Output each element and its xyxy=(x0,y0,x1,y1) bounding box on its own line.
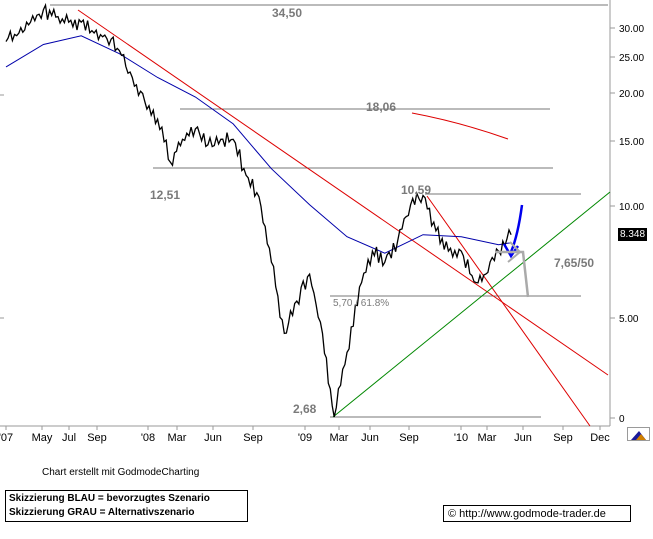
website-link[interactable]: © http://www.godmode-trader.de xyxy=(443,505,631,522)
resistance-line-steep xyxy=(426,195,591,427)
y-tick-label: 5.00 xyxy=(619,314,639,325)
price-line xyxy=(5,2,512,418)
x-tick-label: Mar xyxy=(478,432,497,444)
y-tick-label: 25.00 xyxy=(619,53,644,64)
label-12-51: 12,51 xyxy=(150,188,180,202)
x-tick-label: Sep xyxy=(553,432,573,444)
y-tick-label: 0 xyxy=(619,414,625,425)
label-fib-61-8: 5,70 / 61.8% xyxy=(333,298,389,309)
resistance-line-main xyxy=(77,9,609,376)
x-tick-label: Sep xyxy=(243,432,263,444)
x-tick-label: Mar xyxy=(168,432,187,444)
y-tick-label: 10.00 xyxy=(619,202,644,213)
mountain-icon xyxy=(631,431,646,440)
trend-lines xyxy=(77,9,611,427)
legend-grey-text: Skizzierung GRAU = Alternativszenario xyxy=(9,507,195,518)
x-tick-label: May xyxy=(32,432,53,444)
x-tick-label: Jun xyxy=(514,432,532,444)
x-tick-label: '08 xyxy=(141,432,155,444)
x-tick-label: Jul xyxy=(62,432,76,444)
legend-blue-text: Skizzierung BLAU = bevorzugtes Szenario xyxy=(9,493,210,504)
y-tick-label: 15.00 xyxy=(619,137,644,148)
projection-curve xyxy=(411,112,509,140)
label-18-06: 18,06 xyxy=(366,100,396,114)
x-tick-label: '10 xyxy=(454,432,468,444)
y-tick-label: 20.00 xyxy=(619,89,644,100)
scenario-legend: Skizzierung BLAU = bevorzugtes Szenario … xyxy=(5,490,248,522)
x-tick-label: '09 xyxy=(298,432,312,444)
y-tick-label: 30.00 xyxy=(619,24,644,35)
y-axis-ticks: 30.00 25.00 20.00 15.00 10.00 5.00 0 xyxy=(0,24,644,425)
x-tick-label: Sep xyxy=(87,432,107,444)
label-7-65-50: 7,65/50 xyxy=(554,256,594,270)
label-34-50: 34,50 xyxy=(272,6,302,20)
label-10-59: 10,59 xyxy=(401,183,431,197)
chart-credit: Chart erstellt mit GodmodeCharting xyxy=(42,467,200,478)
label-2-68: 2,68 xyxy=(293,402,317,416)
grey-scenario-arrow xyxy=(495,241,530,298)
x-axis-ticks: '07 May Jul Sep '08 Mar Jun Sep '09 Mar Jun Sep '10 M… xyxy=(0,426,610,444)
support-line xyxy=(332,191,611,418)
x-tick-label: '07 xyxy=(0,432,13,444)
x-tick-label: Jun xyxy=(361,432,379,444)
blue-scenario-arrow xyxy=(502,204,524,259)
last-price-badge: 8.348 xyxy=(618,228,648,241)
x-tick-label: Mar xyxy=(330,432,349,444)
scroll-right-button[interactable] xyxy=(627,427,650,441)
moving-average-line xyxy=(5,35,512,254)
price-level-lines xyxy=(50,4,608,418)
x-tick-label: Jun xyxy=(204,432,222,444)
x-tick-label: Dec xyxy=(590,432,610,444)
x-tick-label: Sep xyxy=(399,432,419,444)
